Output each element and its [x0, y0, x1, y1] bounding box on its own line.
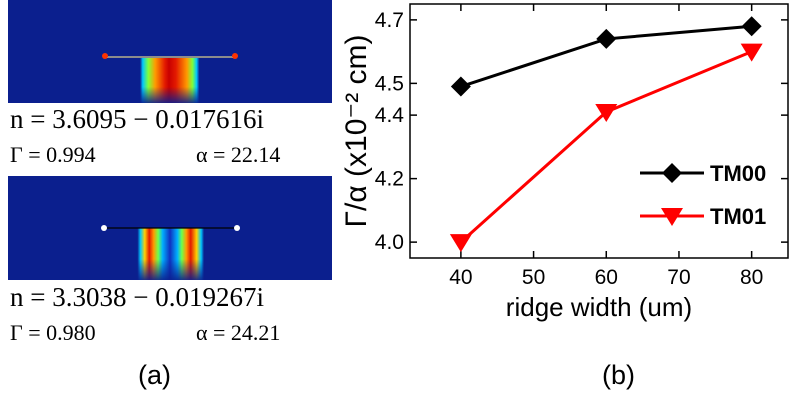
mode-field-plot-tm01	[8, 176, 332, 280]
x-tick-label: 60	[595, 266, 618, 289]
series-line-tm01	[459, 50, 753, 244]
y-tick-label: 4.7	[375, 9, 404, 32]
mode2-index-equation: n = 3.3038 − 0.019267i	[10, 282, 264, 312]
legend-label-tm00: TM00	[710, 161, 766, 186]
x-tick-label: 40	[449, 266, 472, 289]
plot-frame	[409, 3, 789, 259]
ridge-width-chart: 40 50 60 70 80 4.0 4.2 4.4 4.5 4.7 ridge width (um…	[340, 3, 789, 322]
x-tick-label: 70	[667, 266, 690, 289]
panel-a-caption: (a)	[138, 360, 171, 390]
y-tick-label: 4.5	[375, 72, 404, 95]
mode2-alpha: α = 24.21	[196, 320, 281, 345]
panel-b-caption: (b)	[602, 360, 635, 390]
panel-b: 40 50 60 70 80 4.0 4.2 4.4 4.5 4.7 ridge width (um…	[340, 0, 799, 403]
mode1-index-equation: n = 3.6095 − 0.017616i	[10, 104, 264, 134]
mode-field-plot-tm00	[8, 0, 332, 103]
data-point-tm00	[450, 76, 471, 97]
y-axis-label: Γ/α (x10⁻² cm)	[340, 34, 373, 227]
data-point-tm00	[741, 16, 762, 37]
y-tick-label: 4.4	[375, 104, 405, 127]
y-tick-label: 4.0	[375, 231, 404, 254]
legend-marker-tm01	[661, 208, 683, 226]
x-tick-label: 80	[740, 266, 763, 289]
legend-label-tm01: TM01	[710, 204, 766, 229]
data-point-tm01	[595, 103, 618, 122]
data-point-tm01	[740, 43, 763, 62]
mode1-alpha: α = 22.14	[196, 142, 281, 167]
mode2-gamma: Γ = 0.980	[10, 320, 96, 345]
mode1-gamma: Γ = 0.994	[10, 142, 96, 167]
data-point-tm01	[449, 234, 472, 253]
panel-a: n = 3.6095 − 0.017616i Γ = 0.994 α = 22.…	[0, 0, 340, 403]
x-axis-label: ridge width (um)	[506, 292, 692, 322]
x-tick-label: 50	[522, 266, 545, 289]
data-point-tm00	[596, 28, 617, 49]
y-tick-label: 4.2	[375, 168, 404, 191]
legend-marker-tm00	[662, 163, 682, 183]
